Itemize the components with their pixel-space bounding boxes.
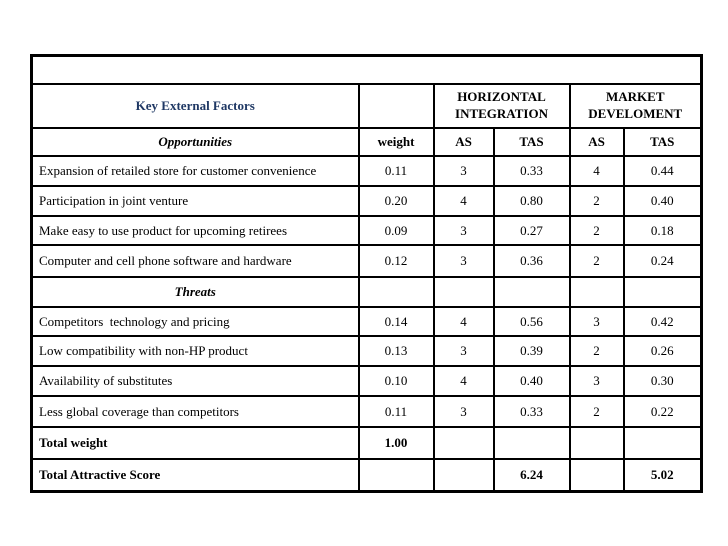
empty-cell <box>357 458 435 492</box>
threat-row: Availability of substitutes 0.10 4 0.40 … <box>30 365 703 397</box>
empty-cell <box>622 426 703 460</box>
qspm-table: Key External Factors HORIZONTAL INTEGRAT… <box>30 54 703 493</box>
factor-cell: Computer and cell phone software and har… <box>30 244 360 278</box>
empty-cell <box>432 458 495 492</box>
opportunity-row: Expansion of retailed store for customer… <box>30 155 703 187</box>
tas1-cell: 0.39 <box>492 335 571 367</box>
column-header-row: Opportunities weight AS TAS AS TAS <box>30 127 703 157</box>
threat-row: Competitors technology and pricing 0.14 … <box>30 306 703 337</box>
as2-column-header: AS <box>568 127 625 157</box>
tas1-column-header: TAS <box>492 127 571 157</box>
factor-cell: Expansion of retailed store for customer… <box>30 155 360 187</box>
as2-cell: 2 <box>568 395 625 428</box>
total-attractive-score-row: Total Attractive Score 6.24 5.02 <box>30 458 703 492</box>
table-title-spacer-row <box>30 54 703 85</box>
weight-cell: 0.11 <box>357 395 435 428</box>
tas1-cell: 0.27 <box>492 215 571 246</box>
tas1-cell: 0.33 <box>492 155 571 187</box>
tas2-column-header: TAS <box>622 127 703 157</box>
opportunities-section-label: Opportunities <box>30 127 360 157</box>
weight-cell: 0.12 <box>357 244 435 278</box>
key-external-factors-title: Key External Factors <box>30 83 360 129</box>
weight-cell: 0.09 <box>357 215 435 246</box>
tas2-cell: 0.42 <box>622 306 703 337</box>
tas2-cell: 0.22 <box>622 395 703 428</box>
tas1-cell: 0.33 <box>492 395 571 428</box>
total-tas1-value: 6.24 <box>492 458 571 492</box>
total-weight-label: Total weight <box>30 426 360 460</box>
factor-cell: Less global coverage than competitors <box>30 395 360 428</box>
as2-cell: 2 <box>568 335 625 367</box>
empty-title-cell <box>30 54 703 85</box>
tas1-cell: 0.36 <box>492 244 571 278</box>
as2-cell: 3 <box>568 365 625 397</box>
threats-section-row: Threats <box>30 276 703 308</box>
tas2-cell: 0.24 <box>622 244 703 278</box>
tas2-cell: 0.30 <box>622 365 703 397</box>
as1-cell: 3 <box>432 215 495 246</box>
as1-cell: 3 <box>432 244 495 278</box>
strategy-market-development-header: MARKET DEVELOMENT <box>568 83 703 129</box>
opportunity-row: Computer and cell phone software and har… <box>30 244 703 278</box>
tas1-cell: 0.56 <box>492 306 571 337</box>
threat-row: Less global coverage than competitors 0.… <box>30 395 703 428</box>
empty-cell <box>568 458 625 492</box>
threat-row: Low compatibility with non-HP product 0.… <box>30 335 703 367</box>
as1-column-header: AS <box>432 127 495 157</box>
tas2-cell: 0.26 <box>622 335 703 367</box>
weight-column-header: weight <box>357 127 435 157</box>
empty-cell <box>432 276 495 308</box>
total-tas2-value: 5.02 <box>622 458 703 492</box>
total-weight-value: 1.00 <box>357 426 435 460</box>
as2-cell: 2 <box>568 215 625 246</box>
tas2-cell: 0.18 <box>622 215 703 246</box>
tas1-cell: 0.80 <box>492 185 571 217</box>
empty-cell <box>492 276 571 308</box>
empty-cell <box>568 276 625 308</box>
as2-cell: 2 <box>568 185 625 217</box>
as1-cell: 4 <box>432 306 495 337</box>
strategy-horizontal-integration-header: HORIZONTAL INTEGRATION <box>432 83 571 129</box>
weight-cell: 0.14 <box>357 306 435 337</box>
tas2-cell: 0.44 <box>622 155 703 187</box>
as2-cell: 4 <box>568 155 625 187</box>
factor-cell: Low compatibility with non-HP product <box>30 335 360 367</box>
opportunity-row: Make easy to use product for upcoming re… <box>30 215 703 246</box>
weight-cell: 0.11 <box>357 155 435 187</box>
weight-cell: 0.13 <box>357 335 435 367</box>
as2-cell: 3 <box>568 306 625 337</box>
tas2-cell: 0.40 <box>622 185 703 217</box>
factor-cell: Competitors technology and pricing <box>30 306 360 337</box>
opportunity-row: Participation in joint venture 0.20 4 0.… <box>30 185 703 217</box>
as1-cell: 4 <box>432 185 495 217</box>
factor-cell: Participation in joint venture <box>30 185 360 217</box>
as1-cell: 3 <box>432 155 495 187</box>
empty-cell <box>568 426 625 460</box>
factor-cell: Make easy to use product for upcoming re… <box>30 215 360 246</box>
weight-cell: 0.10 <box>357 365 435 397</box>
empty-cell <box>622 276 703 308</box>
empty-cell <box>432 426 495 460</box>
empty-cell <box>492 426 571 460</box>
weight-cell: 0.20 <box>357 185 435 217</box>
as2-cell: 2 <box>568 244 625 278</box>
strategy-header-row: Key External Factors HORIZONTAL INTEGRAT… <box>30 83 703 129</box>
total-weight-row: Total weight 1.00 <box>30 426 703 460</box>
blank-header-cell <box>357 83 435 129</box>
factor-cell: Availability of substitutes <box>30 365 360 397</box>
threats-section-label: Threats <box>30 276 360 308</box>
tas1-cell: 0.40 <box>492 365 571 397</box>
as1-cell: 4 <box>432 365 495 397</box>
as1-cell: 3 <box>432 395 495 428</box>
empty-cell <box>357 276 435 308</box>
as1-cell: 3 <box>432 335 495 367</box>
total-attractive-score-label: Total Attractive Score <box>30 458 360 492</box>
